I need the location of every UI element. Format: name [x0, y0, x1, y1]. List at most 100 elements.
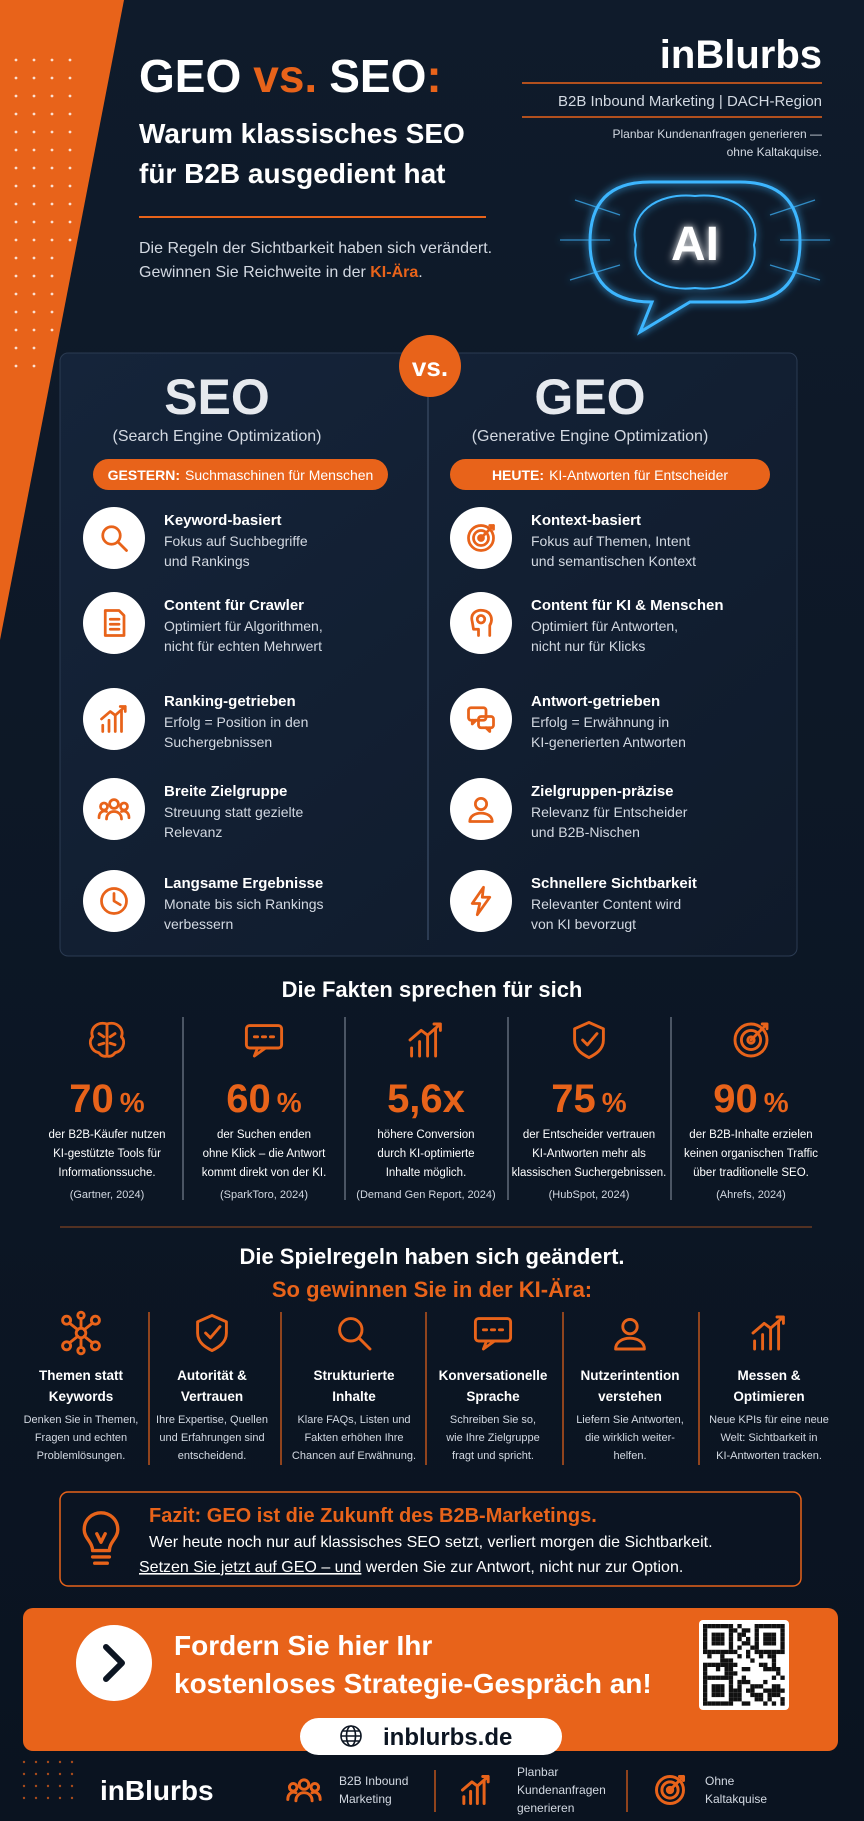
rule-title: Optimieren — [733, 1389, 804, 1404]
qr-cell — [720, 1636, 725, 1642]
icon — [614, 1317, 646, 1351]
rule-text: Liefern Sie Antworten, — [576, 1414, 684, 1426]
icon-part — [204, 1325, 222, 1340]
qr-cell — [763, 1636, 768, 1642]
qr-cell — [758, 1697, 764, 1702]
rule-text: Fakten erhöhen Ihre — [304, 1432, 403, 1444]
qr-cell — [724, 1624, 729, 1629]
qr-cell — [758, 1662, 764, 1667]
qr-cell — [771, 1649, 777, 1655]
qr-cell — [771, 1692, 777, 1698]
qr-cell — [733, 1688, 738, 1693]
column-subtitle: (Generative Engine Optimization) — [472, 428, 709, 445]
fact-text: KI-gestützte Tools für — [53, 1148, 161, 1160]
dot — [14, 310, 18, 314]
fact-text: der Entscheider vertrauen — [523, 1129, 655, 1141]
qr-cell — [763, 1667, 768, 1672]
dot — [32, 166, 36, 170]
dot — [68, 148, 72, 152]
qr-cell — [720, 1662, 725, 1667]
icon-part — [97, 809, 131, 821]
qr-cell — [754, 1624, 759, 1629]
dot — [14, 58, 18, 62]
column-badge — [450, 459, 770, 490]
icon — [82, 1511, 120, 1565]
qr-cell — [741, 1667, 746, 1672]
qr-cell — [758, 1684, 764, 1689]
qr-cell — [715, 1688, 721, 1693]
url-pill — [300, 1718, 562, 1755]
vs-badge — [399, 335, 461, 397]
qr-cell — [771, 1632, 777, 1637]
qr-cell — [737, 1632, 742, 1637]
icon-part — [462, 1779, 486, 1805]
icon-part — [477, 534, 485, 542]
qr-cell — [703, 1684, 708, 1689]
icon-part — [467, 524, 495, 552]
dot — [32, 94, 36, 98]
qr-cell — [776, 1649, 781, 1655]
icon — [467, 706, 495, 733]
qr-cell — [780, 1697, 785, 1702]
dot — [32, 346, 36, 350]
dot — [50, 112, 54, 116]
fact-value: 70% — [69, 1077, 145, 1121]
qr-cell — [763, 1688, 768, 1693]
icon — [461, 1775, 490, 1805]
dot — [50, 274, 54, 278]
qr-cell — [771, 1688, 777, 1693]
dot — [68, 184, 72, 188]
qr-cell — [780, 1645, 785, 1650]
dot — [50, 202, 54, 206]
cta-box — [23, 1608, 838, 1751]
qr-cell — [711, 1632, 716, 1637]
qr-cell — [741, 1701, 746, 1706]
qr-cell — [703, 1697, 708, 1702]
qr-cell — [703, 1667, 708, 1672]
qr-cell — [776, 1671, 781, 1676]
dot — [14, 76, 18, 80]
item-text: Erfolg = Position in den — [164, 714, 308, 730]
qr-cell — [703, 1641, 708, 1646]
qr-cell — [728, 1684, 734, 1689]
dot — [14, 220, 18, 224]
footer-text: Marketing — [339, 1792, 392, 1806]
qr-cell — [720, 1701, 725, 1706]
footer-brand: inBlurbs — [100, 1775, 214, 1806]
icon-part — [470, 885, 492, 917]
brand-name: inBlurbs — [660, 33, 822, 77]
qr-cell — [711, 1624, 716, 1629]
icon-part — [357, 1336, 372, 1351]
dot — [32, 256, 36, 260]
item-text: Fokus auf Suchbegriffe — [164, 533, 308, 549]
icon-part — [68, 1317, 94, 1349]
qr-cell — [750, 1658, 755, 1663]
qr-cell — [767, 1624, 772, 1629]
icon — [338, 1317, 372, 1351]
dot — [68, 112, 72, 116]
rule-title: Nutzerintention — [581, 1368, 680, 1383]
badge-text: GESTERN: Suchmaschinen für Menschen — [108, 467, 374, 483]
rule-title: Konversationelle — [439, 1368, 548, 1383]
icon-part — [88, 1021, 126, 1058]
qr-cell — [728, 1675, 734, 1680]
item-text: Erfolg = Erwähnung in — [531, 714, 669, 730]
dot — [68, 166, 72, 170]
qr-cell — [737, 1645, 742, 1650]
qr-cell — [733, 1671, 738, 1676]
dot — [14, 148, 18, 152]
main-title-part: GEO — [139, 50, 241, 102]
qr-cell — [724, 1649, 729, 1655]
rule-title: Keywords — [49, 1389, 114, 1404]
item-title: Breite Zielgruppe — [164, 783, 287, 800]
icon-part — [470, 718, 478, 726]
icon — [733, 1022, 769, 1058]
column-title: GEO — [534, 369, 645, 425]
dot — [46, 1784, 50, 1788]
qr-cell — [776, 1688, 781, 1693]
footer-text: B2B Inbound — [339, 1774, 408, 1788]
icon — [468, 797, 494, 823]
dot — [34, 1796, 38, 1800]
qr-cell — [746, 1701, 751, 1706]
icon-part — [90, 1532, 112, 1565]
